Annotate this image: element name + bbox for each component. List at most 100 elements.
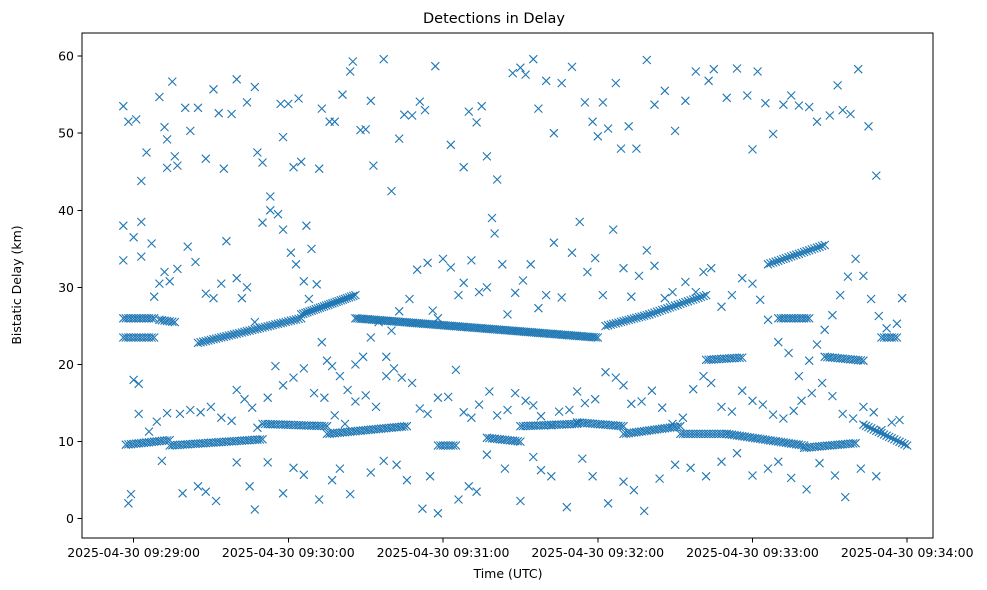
data-point-marker (289, 315, 298, 325)
data-point-marker (250, 82, 260, 92)
data-point-marker (240, 327, 249, 337)
data-point-marker (799, 247, 809, 257)
data-point-marker (693, 293, 703, 303)
data-point-marker (768, 258, 778, 267)
data-point-marker (869, 407, 879, 417)
data-point-marker (245, 481, 254, 491)
data-point-marker (503, 310, 512, 319)
data-point-marker (812, 117, 822, 127)
data-point-marker (856, 356, 866, 365)
data-point-marker (412, 265, 422, 275)
plot-frame (81, 32, 934, 539)
data-point-marker (644, 310, 654, 319)
data-point-marker (516, 63, 525, 73)
data-point-marker (598, 98, 608, 107)
data-point-marker (838, 409, 848, 419)
data-point-marker (482, 152, 492, 161)
data-point-marker (467, 256, 476, 265)
data-point-marker (335, 464, 345, 473)
data-point-marker (892, 333, 902, 342)
data-point-marker (616, 144, 626, 153)
data-point-marker (265, 192, 275, 201)
data-point-marker (402, 475, 412, 485)
data-point-marker (748, 396, 757, 406)
data-point-marker (433, 508, 443, 518)
data-point-marker (632, 144, 641, 153)
data-point-marker (136, 217, 146, 227)
data-point-marker (492, 411, 502, 420)
data-point-marker (807, 245, 817, 254)
data-point-marker (589, 332, 598, 342)
data-point-marker (289, 373, 298, 382)
data-point-marker (732, 64, 742, 73)
data-point-marker (851, 438, 860, 448)
data-point-marker (871, 171, 881, 180)
data-point-marker (487, 213, 497, 223)
data-point-marker (629, 314, 639, 323)
data-point-marker (278, 132, 288, 142)
data-point-marker (848, 414, 858, 423)
data-point-marker (678, 298, 688, 308)
data-point-marker (536, 465, 546, 475)
data-point-marker (196, 337, 205, 347)
data-point-marker (763, 315, 773, 325)
data-point-marker (144, 427, 154, 436)
data-point-marker (165, 276, 175, 286)
data-point-marker (668, 287, 677, 297)
data-point-marker (624, 315, 634, 325)
data-point-marker (699, 267, 708, 277)
data-point-marker (859, 271, 868, 281)
y-tick-label: 20 (58, 357, 74, 372)
data-point-marker (178, 488, 187, 498)
data-point-marker (134, 409, 144, 419)
data-point-marker (198, 337, 208, 347)
data-point-marker (812, 340, 822, 349)
data-point-marker (626, 314, 636, 324)
data-point-marker (562, 502, 572, 512)
data-point-marker (415, 97, 425, 106)
data-point-marker (185, 126, 195, 136)
data-point-marker (459, 278, 469, 288)
data-point-marker (624, 121, 634, 131)
data-point-marker (761, 98, 770, 108)
data-point-marker (260, 322, 270, 332)
data-point-marker (637, 397, 646, 406)
data-point-marker (804, 102, 814, 112)
data-point-marker (183, 242, 193, 251)
data-point-marker (286, 316, 296, 326)
data-point-marker (678, 413, 688, 423)
data-point-marker (717, 457, 726, 467)
data-point-marker (846, 109, 855, 119)
data-point-marker (748, 471, 757, 480)
data-point-marker (351, 290, 360, 300)
data-point-marker (149, 292, 159, 302)
data-point-marker (851, 254, 860, 264)
data-point-marker (660, 304, 670, 314)
data-point-marker (173, 161, 182, 170)
data-point-marker (611, 78, 621, 88)
data-point-marker (843, 272, 853, 281)
data-point-marker (655, 306, 664, 316)
data-point-marker (477, 101, 487, 111)
data-point-marker (591, 333, 601, 342)
data-point-marker (162, 163, 172, 173)
data-point-marker (369, 161, 378, 170)
data-point-marker (503, 405, 512, 415)
data-point-marker (686, 296, 695, 305)
data-point-marker (160, 122, 169, 132)
data-point-marker (663, 303, 672, 313)
data-point-marker (629, 485, 639, 495)
data-point-marker (147, 313, 156, 323)
data-point-marker (802, 313, 811, 323)
data-point-marker (861, 421, 871, 431)
data-point-marker (616, 317, 626, 327)
data-point-marker (603, 124, 613, 133)
data-point-marker (211, 334, 221, 343)
data-point-marker (779, 414, 788, 423)
data-point-marker (516, 437, 525, 446)
data-point-marker (454, 290, 463, 300)
data-point-marker (590, 253, 600, 263)
data-point-marker (675, 421, 685, 431)
data-point-marker (650, 261, 659, 271)
data-point-marker (660, 293, 670, 303)
